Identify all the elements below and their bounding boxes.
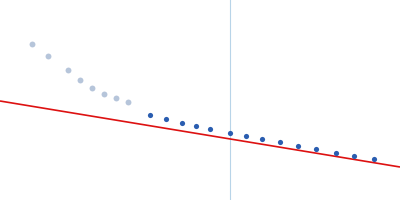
- Point: [45, 54, 51, 58]
- Point: [227, 131, 233, 135]
- Point: [29, 42, 35, 46]
- Point: [313, 147, 319, 151]
- Point: [179, 121, 185, 125]
- Point: [259, 137, 265, 141]
- Point: [277, 141, 283, 144]
- Point: [77, 78, 83, 82]
- Point: [207, 127, 213, 131]
- Point: [351, 154, 357, 157]
- Point: [295, 144, 301, 148]
- Point: [333, 151, 339, 154]
- Point: [243, 134, 249, 138]
- Point: [65, 68, 71, 72]
- Point: [101, 92, 107, 96]
- Point: [89, 86, 95, 90]
- Point: [371, 157, 377, 161]
- Point: [125, 100, 131, 104]
- Point: [147, 113, 153, 117]
- Point: [163, 117, 169, 121]
- Point: [193, 124, 199, 128]
- Point: [113, 96, 119, 100]
